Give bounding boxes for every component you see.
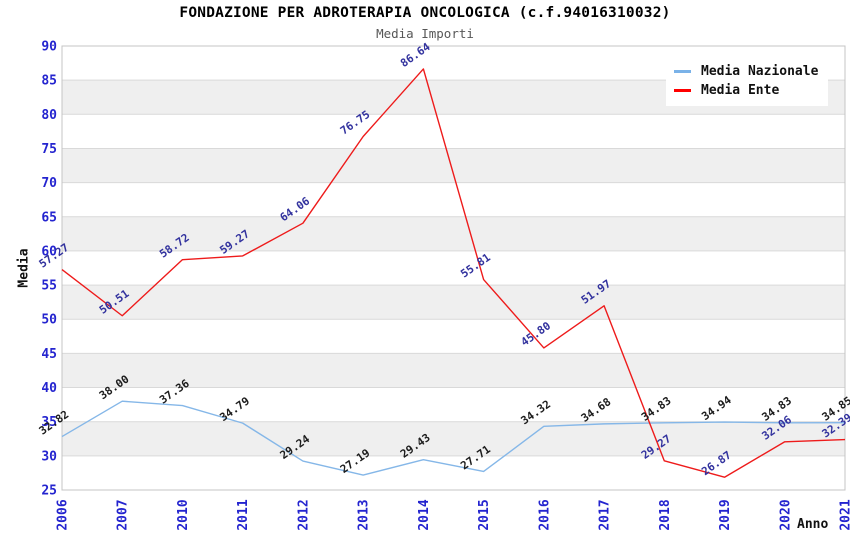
legend-swatch-blue-line-icon [674,70,691,73]
plot-band [62,421,845,456]
y-tick-label: 60 [41,244,57,259]
y-tick-label: 30 [41,449,57,464]
x-axis-title: Anno [797,517,829,532]
plot-band [62,319,845,354]
y-axis-title: Media [16,248,32,288]
plot-band [62,353,845,388]
x-tick-label: 2019 [718,499,733,530]
plot-band [62,387,845,422]
x-tick-label: 2012 [296,499,311,530]
series-line-media-nazionale [61,400,846,476]
plot-band [62,250,845,286]
y-tick-label: 35 [41,415,57,430]
x-tick-label: 2015 [477,499,492,530]
legend-item-media-ente: Media Ente [674,81,818,100]
y-tick-label: 25 [41,484,57,499]
y-tick-label: 65 [41,210,57,225]
y-tick-label: 75 [41,142,57,157]
y-tick-label: 50 [41,313,57,328]
x-tick-label: 2010 [176,499,191,530]
plot-band [62,114,845,149]
chart-subtitle: Media Importi [376,26,474,41]
x-tick-label: 2021 [839,499,850,530]
plot-band [62,455,845,490]
x-tick-label: 2020 [778,499,793,530]
chart-title: FONDAZIONE PER ADROTERAPIA ONCOLOGICA (c… [179,5,671,21]
y-tick-label: 70 [41,176,57,191]
series-line-media-ente [61,68,846,478]
x-tick-label: 2016 [537,499,552,530]
x-tick-label: 2014 [417,499,432,530]
y-tick-label: 90 [41,40,57,55]
legend-label: Media Nazionale [701,64,819,79]
x-tick-label: 2018 [658,499,673,530]
plot-band [62,148,845,183]
plot-border [61,45,846,491]
y-tick-label: 55 [41,279,57,294]
x-tick-label: 2011 [236,499,251,530]
legend-label: Media Ente [701,83,780,98]
x-tick-label: 2017 [598,499,613,530]
legend-swatch-red-line-icon [674,89,691,92]
plot-band [62,182,845,217]
legend: Media Nazionale Media Ente [666,58,829,106]
plot-band [62,216,845,251]
y-tick-label: 85 [41,74,57,89]
y-tick-label: 45 [41,347,57,362]
x-tick-label: 2006 [56,499,71,530]
y-tick-label: 40 [41,381,57,396]
y-tick-label: 80 [41,108,57,123]
x-tick-label: 2013 [357,499,372,530]
plot-band [62,285,845,320]
legend-item-media-nazionale: Media Nazionale [674,62,818,81]
x-tick-label: 2007 [116,499,131,530]
